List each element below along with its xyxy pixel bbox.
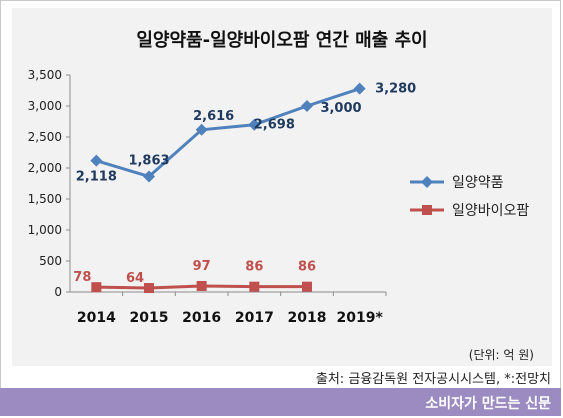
data-point [301,100,313,112]
data-point [195,123,208,136]
x-tick-label: 2015 [130,310,169,326]
footer-text: 소비자가 만드는 신문 [425,396,551,412]
data-label: 3,280 [375,82,416,97]
legend-marker [421,176,433,188]
x-tick-label: 2017 [235,310,274,326]
data-label: 86 [298,260,316,275]
data-point [302,281,312,292]
data-label: 86 [245,260,263,275]
legend-marker [422,205,432,215]
y-tick-label: 3,000 [28,99,62,113]
data-point [249,281,260,292]
data-label: 2,118 [76,170,117,185]
y-tick-label: 0 [54,285,62,299]
data-point [196,280,207,291]
data-label: 2,698 [254,118,295,133]
x-tick-label: 2016 [182,310,221,326]
data-point [144,283,154,294]
data-label: 2,616 [193,109,234,124]
data-point [90,154,103,167]
data-label: 64 [126,271,144,286]
data-label: 97 [193,259,211,274]
y-tick-label: 2,500 [28,130,62,144]
y-tick-label: 3,500 [28,68,62,82]
data-label: 1,863 [128,153,169,168]
data-label: 78 [73,270,91,285]
source-note: 출처: 금융감독원 전자공시시스템, *:전망치 [315,372,551,387]
x-tick-label: 2018 [288,310,327,326]
y-tick-label: 1,500 [28,192,62,206]
x-tick-label: 2014 [77,310,116,326]
legend-label: 일양약품 [452,175,504,191]
data-point [143,170,155,183]
chart-title: 일양약품-일양바이오팜 연간 매출 추이 [136,30,428,51]
y-tick-label: 2,000 [28,161,62,175]
x-tick-label: 2019* [337,310,384,326]
y-tick-label: 500 [39,254,62,268]
y-tick-label: 1,000 [28,223,62,237]
legend-label: 일양바이오팜 [452,203,529,219]
unit-note: (단위: 억 원) [468,348,534,362]
data-point [248,118,261,131]
data-label: 3,000 [320,101,361,116]
data-point [91,282,102,293]
footer-bar: 소비자가 만드는 신문 [0,388,561,416]
series-line-1 [95,87,361,179]
line-chart: 0 500 1,000 1,500 2,000 2,500 3,000 3,500 2014 20… [28,68,530,326]
data-point [353,82,366,95]
chart-panel: 일양약품-일양바이오팜 연간 매출 추이 0 500 1,000 1,500 2,000… [12,8,552,366]
